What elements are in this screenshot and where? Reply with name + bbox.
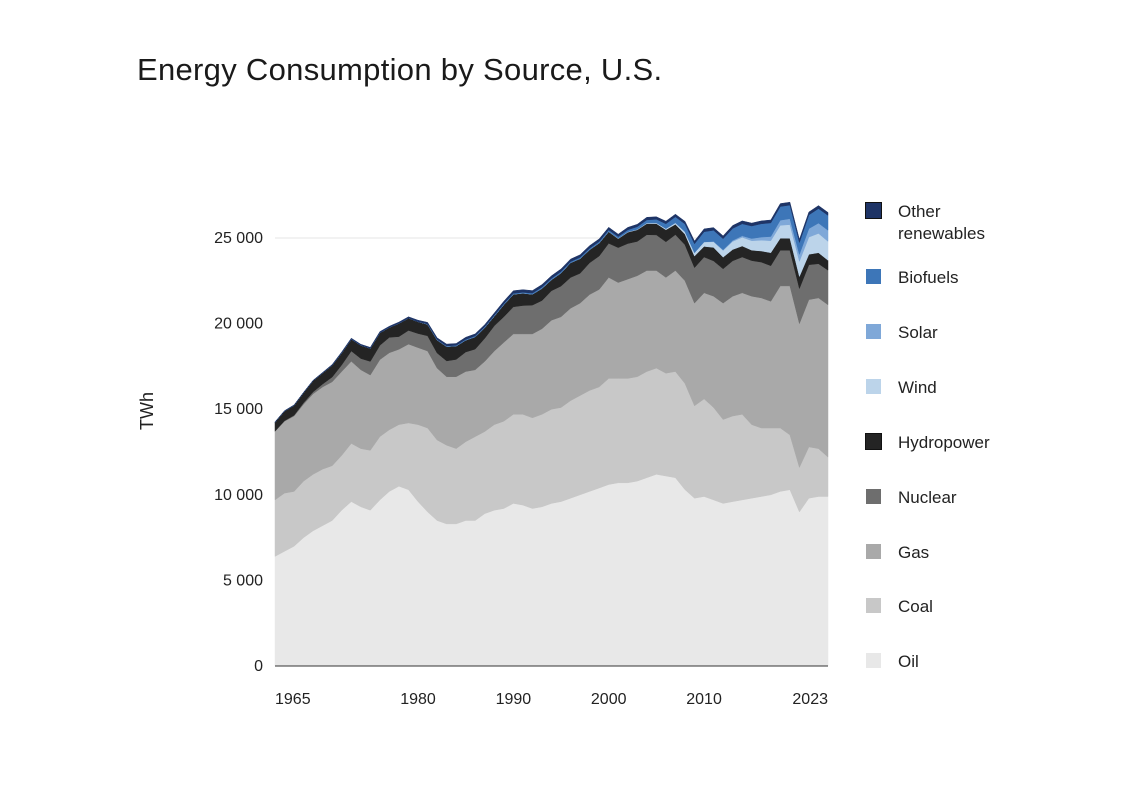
legend-label: Solar: [898, 323, 938, 342]
legend-label: Wind: [898, 378, 937, 397]
legend-label: Gas: [898, 543, 930, 562]
y-tick-label: 25 000: [214, 230, 263, 247]
x-tick-label: 2010: [686, 691, 722, 708]
legend-swatch: [866, 544, 881, 559]
legend-swatch: [866, 269, 881, 284]
legend-item-other-renewables: Other renewables: [865, 201, 1008, 245]
legend-swatch: [866, 598, 881, 613]
legend: Other renewables Biofuels Solar Wind Hydropo…: [865, 0, 1106, 788]
y-tick-label: 15 000: [214, 401, 263, 418]
legend-item-wind: Wind: [866, 377, 1008, 399]
x-tick-label: 2000: [591, 691, 627, 708]
y-tick-label: 0: [254, 658, 263, 675]
legend-label: Other renewables: [898, 202, 985, 243]
x-tick-label: 1990: [496, 691, 532, 708]
legend-label: Biofuels: [898, 268, 959, 287]
chart-title: Energy Consumption by Source, U.S.: [137, 52, 663, 87]
y-axis-ticks: 0 5 000 10 000 15 000 20 000 25 000: [214, 230, 263, 675]
legend-item-gas: Gas: [866, 542, 1008, 564]
legend-label: Hydropower: [898, 433, 990, 452]
legend-label: Coal: [898, 597, 933, 616]
x-tick-label: 2023: [792, 691, 828, 708]
legend-swatch: [866, 653, 881, 668]
x-tick-label: 1980: [400, 691, 436, 708]
y-tick-label: 5 000: [223, 572, 263, 589]
legend-item-oil: Oil: [866, 651, 1008, 673]
legend-item-coal: Coal: [866, 596, 1008, 618]
area-other-renewables: [274, 201, 829, 423]
y-axis-label: TWh: [137, 392, 157, 430]
legend-swatch: [865, 202, 882, 219]
legend-swatch: [866, 489, 881, 504]
legend-swatch: [865, 433, 882, 450]
y-tick-label: 10 000: [214, 487, 263, 504]
x-tick-label: 1965: [275, 691, 311, 708]
x-axis-ticks: 1965 1980 1990 2000 2010 2023: [275, 691, 828, 708]
legend-swatch: [866, 324, 881, 339]
y-tick-label: 20 000: [214, 316, 263, 333]
legend-item-hydropower: Hydropower: [865, 432, 1008, 454]
legend-swatch: [866, 379, 881, 394]
stacked-areas: [274, 201, 829, 667]
legend-item-nuclear: Nuclear: [866, 487, 1008, 509]
legend-item-biofuels: Biofuels: [866, 267, 1008, 289]
legend-item-solar: Solar: [866, 322, 1008, 344]
legend-label: Oil: [898, 652, 919, 671]
legend-label: Nuclear: [898, 488, 957, 507]
